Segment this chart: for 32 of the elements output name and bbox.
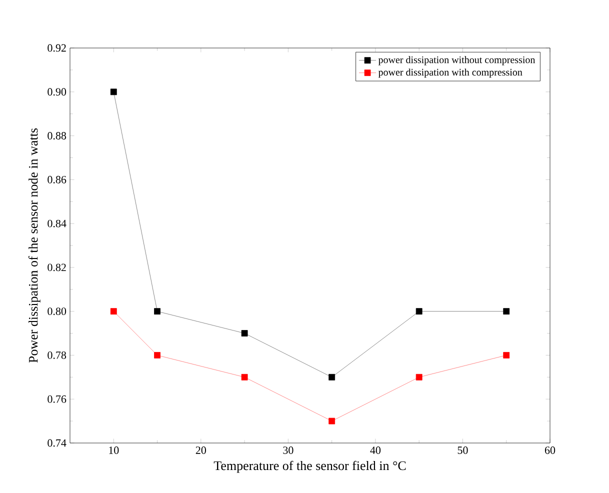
point — [503, 352, 510, 358]
x-tick-label: 20 — [196, 446, 206, 454]
point — [241, 330, 248, 336]
y-tick-label: 0.92 — [48, 44, 66, 52]
legend-label: power dissipation without compression — [378, 56, 536, 66]
x-tick-label: 10 — [109, 446, 119, 454]
y-tick-label: 0.76 — [48, 395, 66, 403]
x-tick-label: 30 — [283, 446, 294, 454]
legend-label: power dissipation with compression — [378, 68, 522, 78]
y-tick-label: 0.82 — [48, 264, 66, 272]
x-tick-label: 50 — [458, 446, 468, 454]
y-tick-label: 0.78 — [48, 351, 66, 359]
point — [503, 308, 510, 315]
x-tick-label: 40 — [370, 446, 381, 454]
point — [416, 374, 422, 380]
y-tick-label: 0.84 — [48, 220, 66, 228]
x-axis-title: Temperature of the sensor field in °C — [214, 460, 406, 473]
point — [154, 308, 160, 315]
point — [110, 308, 117, 315]
y-tick-label: 0.90 — [48, 88, 66, 96]
point — [328, 418, 336, 424]
y-tick-label: 0.88 — [48, 132, 66, 140]
y-tick-label: 0.74 — [48, 439, 66, 447]
point — [416, 308, 422, 315]
y-axis-title: Power dissipation of the sensor node in watts — [28, 128, 40, 363]
point — [328, 374, 336, 380]
point — [110, 88, 117, 96]
point — [154, 352, 160, 358]
point — [241, 374, 248, 380]
y-tick-label: 0.86 — [48, 176, 66, 184]
x-tick-label: 60 — [544, 446, 556, 454]
y-tick-label: 0.80 — [48, 308, 66, 316]
